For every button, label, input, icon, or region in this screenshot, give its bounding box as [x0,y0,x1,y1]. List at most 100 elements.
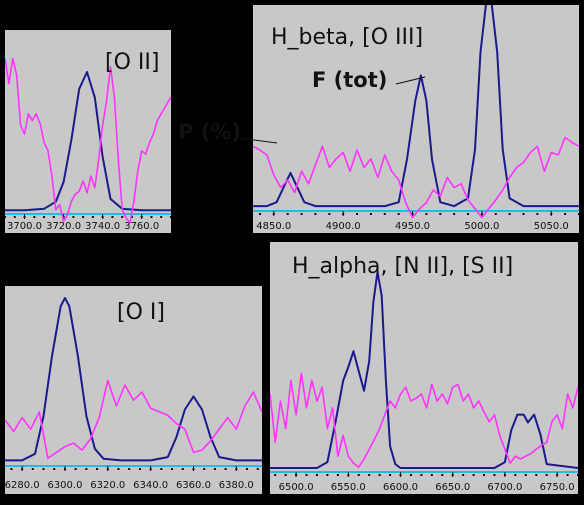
minor-tick-halpha [472,474,475,476]
minor-tick-oi [138,468,141,470]
x-tick-label-halpha: 6650.0 [435,482,470,493]
minor-tick-oi [160,468,163,470]
minor-tick-hbeta [300,213,303,215]
series-flux-hbeta [253,5,579,208]
minor-tick-oii [72,216,75,218]
minor-tick-oii [43,216,46,218]
minor-tick-hbeta [383,213,386,215]
chart-title-oi: [O I] [117,300,165,325]
minor-tick-oi [85,468,88,470]
minor-tick-hbeta [314,213,317,215]
minor-tick-halpha [389,474,392,476]
x-tick-label-hbeta: 4950.0 [395,221,430,232]
chart-hbeta: 4850.0 4900.0 4950.0 5000.0 5050.0 [253,5,579,232]
minor-tick-oi [181,468,184,470]
series-flux-halpha [270,271,578,469]
x-tick-label-oi: 6340.0 [133,480,168,491]
minor-tick-halpha [305,474,308,476]
minor-tick-oii [121,216,124,218]
minor-tick-hbeta [356,213,359,215]
minor-tick-halpha [545,474,548,476]
minor-tick-oii [82,216,85,218]
minor-tick-hbeta [369,213,372,215]
x-tick-label-halpha: 6750.0 [540,482,575,493]
x-tick-label-oi: 6280.0 [5,480,40,491]
minor-tick-oi [128,468,131,470]
minor-tick-oi [246,468,249,470]
minor-tick-hbeta [328,213,331,215]
minor-tick-halpha [524,474,527,476]
minor-tick-hbeta [494,213,497,215]
minor-tick-halpha [462,474,465,476]
panel-oi: 6280.0 6300.0 6320.0 6340.0 6360.0 6380.0 [O … [5,286,262,494]
minor-tick-hbeta [258,213,261,215]
minor-tick-hbeta [522,213,525,215]
x-tick-label-oi: 6360.0 [176,480,211,491]
chart-oi: 6280.0 6300.0 6320.0 6340.0 6360.0 6380.0 [5,297,262,491]
minor-tick-halpha [368,474,371,476]
minor-tick-halpha [326,474,329,476]
panel-oii: 3700.0 3720.0 3740.0 3760.0 [O II] [5,30,171,233]
minor-tick-oi [171,468,174,470]
annotation-p-pct: P (%) [178,120,241,144]
minor-tick-oi [31,468,34,470]
minor-tick-oi [53,468,56,470]
minor-tick-hbeta [397,213,400,215]
panel-hbeta: 4850.0 4900.0 4950.0 5000.0 5050.0 H_beta, [… [253,5,579,233]
minor-tick-hbeta [286,213,289,215]
minor-tick-oii [33,216,36,218]
x-tick-label-halpha: 6550.0 [331,482,366,493]
minor-tick-halpha [357,474,360,476]
minor-tick-hbeta [536,213,539,215]
minor-tick-hbeta [578,213,579,215]
series-polarization-oi [5,379,262,459]
minor-tick-oi [213,468,216,470]
minor-tick-oii [13,216,16,218]
series-polarization-halpha [270,372,578,468]
minor-tick-halpha [493,474,496,476]
minor-tick-hbeta [425,213,428,215]
minor-tick-oii [111,216,114,218]
minor-tick-oi [96,468,99,470]
minor-tick-halpha [284,474,287,476]
minor-tick-oi [117,468,120,470]
chart-title-halpha: H_alpha, [N II], [S II] [292,254,514,279]
x-tick-label-oii: 3720.0 [46,221,81,232]
series-polarization-hbeta [253,136,579,219]
x-tick-label-hbeta: 4850.0 [256,221,291,232]
chart-title-oii: [O II] [105,50,160,75]
minor-tick-halpha [420,474,423,476]
minor-tick-oi [224,468,227,470]
x-tick-label-oii: 3740.0 [85,221,120,232]
minor-tick-oi [203,468,206,470]
x-tick-label-oii: 3700.0 [7,221,42,232]
minor-tick-halpha [315,474,318,476]
chart-halpha: 6500.0 6550.0 6600.0 6650.0 6700.0 6750.0 [270,271,578,493]
panel-halpha: 6500.0 6550.0 6600.0 6650.0 6700.0 6750.0 H_a… [270,242,578,494]
minor-tick-oii [150,216,153,218]
minor-tick-halpha [430,474,433,476]
x-tick-label-hbeta: 4900.0 [326,221,361,232]
minor-tick-hbeta [508,213,511,215]
x-tick-label-halpha: 6500.0 [279,482,314,493]
minor-tick-halpha [483,474,486,476]
chart-oii: 3700.0 3720.0 3740.0 3760.0 [5,57,171,232]
series-flux-oi [5,297,262,462]
minor-tick-halpha [274,474,277,476]
minor-tick-hbeta [439,213,442,215]
minor-tick-oii [170,216,171,218]
x-tick-label-oi: 6380.0 [219,480,254,491]
minor-tick-oii [130,216,133,218]
x-tick-label-hbeta: 5000.0 [464,221,499,232]
minor-tick-oi [256,468,259,470]
minor-tick-halpha [409,474,412,476]
x-tick-label-hbeta: 5050.0 [534,221,569,232]
minor-tick-halpha [441,474,444,476]
minor-tick-halpha [535,474,538,476]
minor-tick-halpha [577,474,578,476]
minor-tick-oii [52,216,55,218]
minor-tick-halpha [514,474,517,476]
minor-tick-oi [42,468,45,470]
x-tick-label-halpha: 6600.0 [383,482,418,493]
minor-tick-halpha [336,474,339,476]
